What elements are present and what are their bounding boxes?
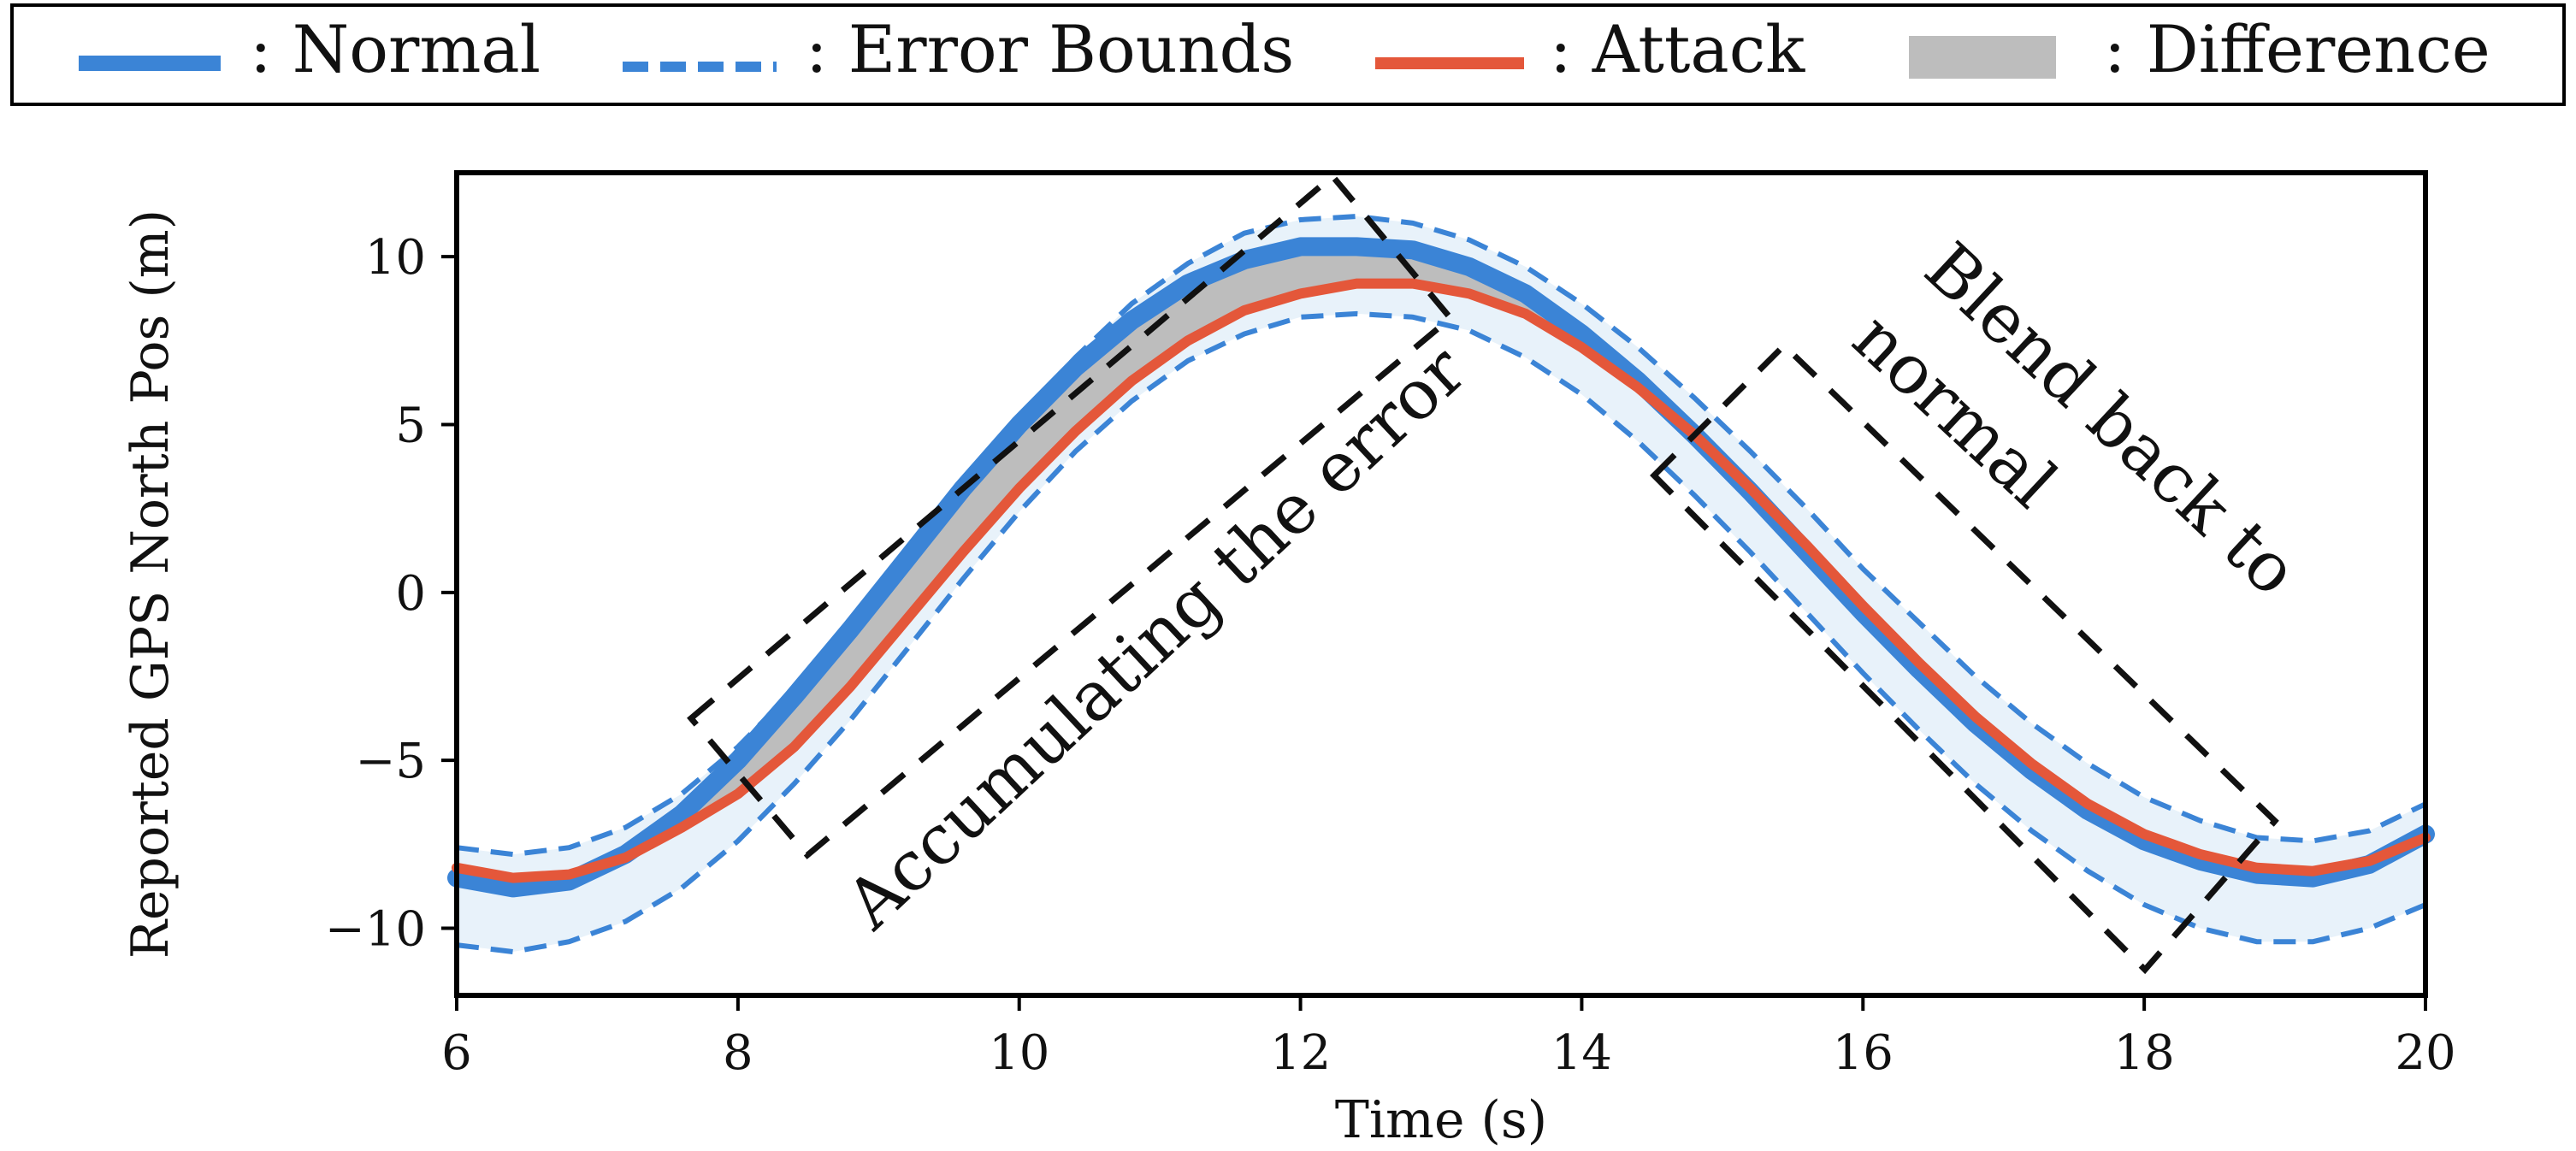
x-tick-label: 12 bbox=[1270, 1025, 1331, 1081]
y-tick-label: 10 bbox=[365, 230, 426, 286]
x-tick-label: 8 bbox=[723, 1025, 753, 1081]
error-band bbox=[457, 216, 2425, 952]
axes-frame bbox=[454, 170, 2428, 998]
x-tick-label: 10 bbox=[989, 1025, 1049, 1081]
x-tick-label: 20 bbox=[2395, 1025, 2455, 1081]
annotation-box-blend bbox=[1650, 341, 2279, 975]
annotation-box-accumulate bbox=[687, 172, 1455, 859]
legend-label-normal: : Normal bbox=[250, 11, 541, 87]
y-tick-label: 0 bbox=[395, 566, 426, 622]
legend-swatch-difference bbox=[1909, 36, 2056, 79]
legend-label-difference: : Difference bbox=[2104, 11, 2490, 87]
legend-frame bbox=[10, 3, 2566, 106]
y-tick-label: −5 bbox=[355, 734, 426, 789]
plot-area bbox=[447, 213, 2435, 955]
x-tick-label: 16 bbox=[1833, 1025, 1894, 1081]
series-line-error-lower bbox=[456, 310, 2427, 955]
series-line-attack bbox=[452, 278, 2431, 883]
legend-label-error-bounds: : Error Bounds bbox=[806, 11, 1294, 87]
series-line-normal bbox=[447, 237, 2435, 898]
annotation-text-accumulate: Accumulating the error bbox=[830, 330, 1481, 945]
x-tick-label: 14 bbox=[1551, 1025, 1612, 1081]
x-axis-title: Time (s) bbox=[1335, 1090, 1547, 1150]
legend: : Normal : Error Bounds : Attack : Diffe… bbox=[10, 3, 2566, 106]
y-tick-label: 5 bbox=[395, 398, 426, 453]
y-axis-title: Reported GPS North Pos (m) bbox=[121, 210, 180, 959]
x-tick-label: 18 bbox=[2114, 1025, 2175, 1081]
x-tick-label: 6 bbox=[441, 1025, 472, 1081]
legend-label-attack: : Attack bbox=[1550, 11, 1805, 87]
y-tick-label: −10 bbox=[325, 901, 426, 957]
ticks: 6 8 10 12 14 16 18 20 10 5 0 −5 −10 bbox=[325, 230, 2456, 1081]
